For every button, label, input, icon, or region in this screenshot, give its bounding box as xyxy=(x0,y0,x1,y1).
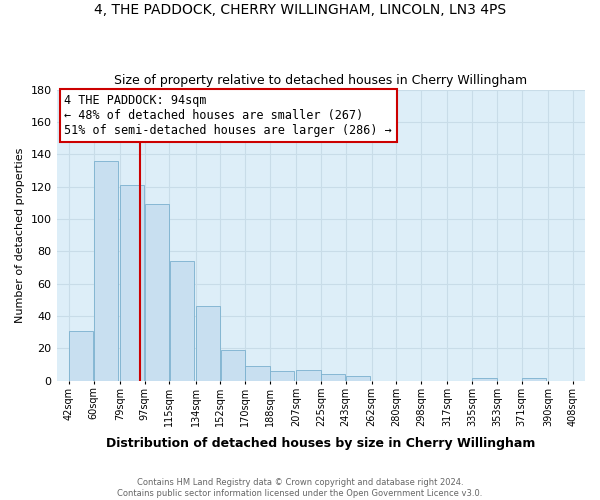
Bar xyxy=(170,261,194,381)
Bar xyxy=(221,350,245,381)
Bar xyxy=(245,366,269,381)
Bar xyxy=(321,374,346,381)
Bar xyxy=(346,376,370,381)
Bar xyxy=(120,185,145,381)
Bar xyxy=(522,378,546,381)
Text: 4 THE PADDOCK: 94sqm
← 48% of detached houses are smaller (267)
51% of semi-deta: 4 THE PADDOCK: 94sqm ← 48% of detached h… xyxy=(64,94,392,137)
X-axis label: Distribution of detached houses by size in Cherry Willingham: Distribution of detached houses by size … xyxy=(106,437,535,450)
Bar xyxy=(69,330,94,381)
Bar xyxy=(472,378,497,381)
Text: 4, THE PADDOCK, CHERRY WILLINGHAM, LINCOLN, LN3 4PS: 4, THE PADDOCK, CHERRY WILLINGHAM, LINCO… xyxy=(94,2,506,16)
Text: Contains HM Land Registry data © Crown copyright and database right 2024.
Contai: Contains HM Land Registry data © Crown c… xyxy=(118,478,482,498)
Bar xyxy=(270,371,295,381)
Bar xyxy=(145,204,169,381)
Bar xyxy=(94,161,118,381)
Title: Size of property relative to detached houses in Cherry Willingham: Size of property relative to detached ho… xyxy=(114,74,527,87)
Bar xyxy=(196,306,220,381)
Y-axis label: Number of detached properties: Number of detached properties xyxy=(15,148,25,323)
Bar xyxy=(296,370,320,381)
